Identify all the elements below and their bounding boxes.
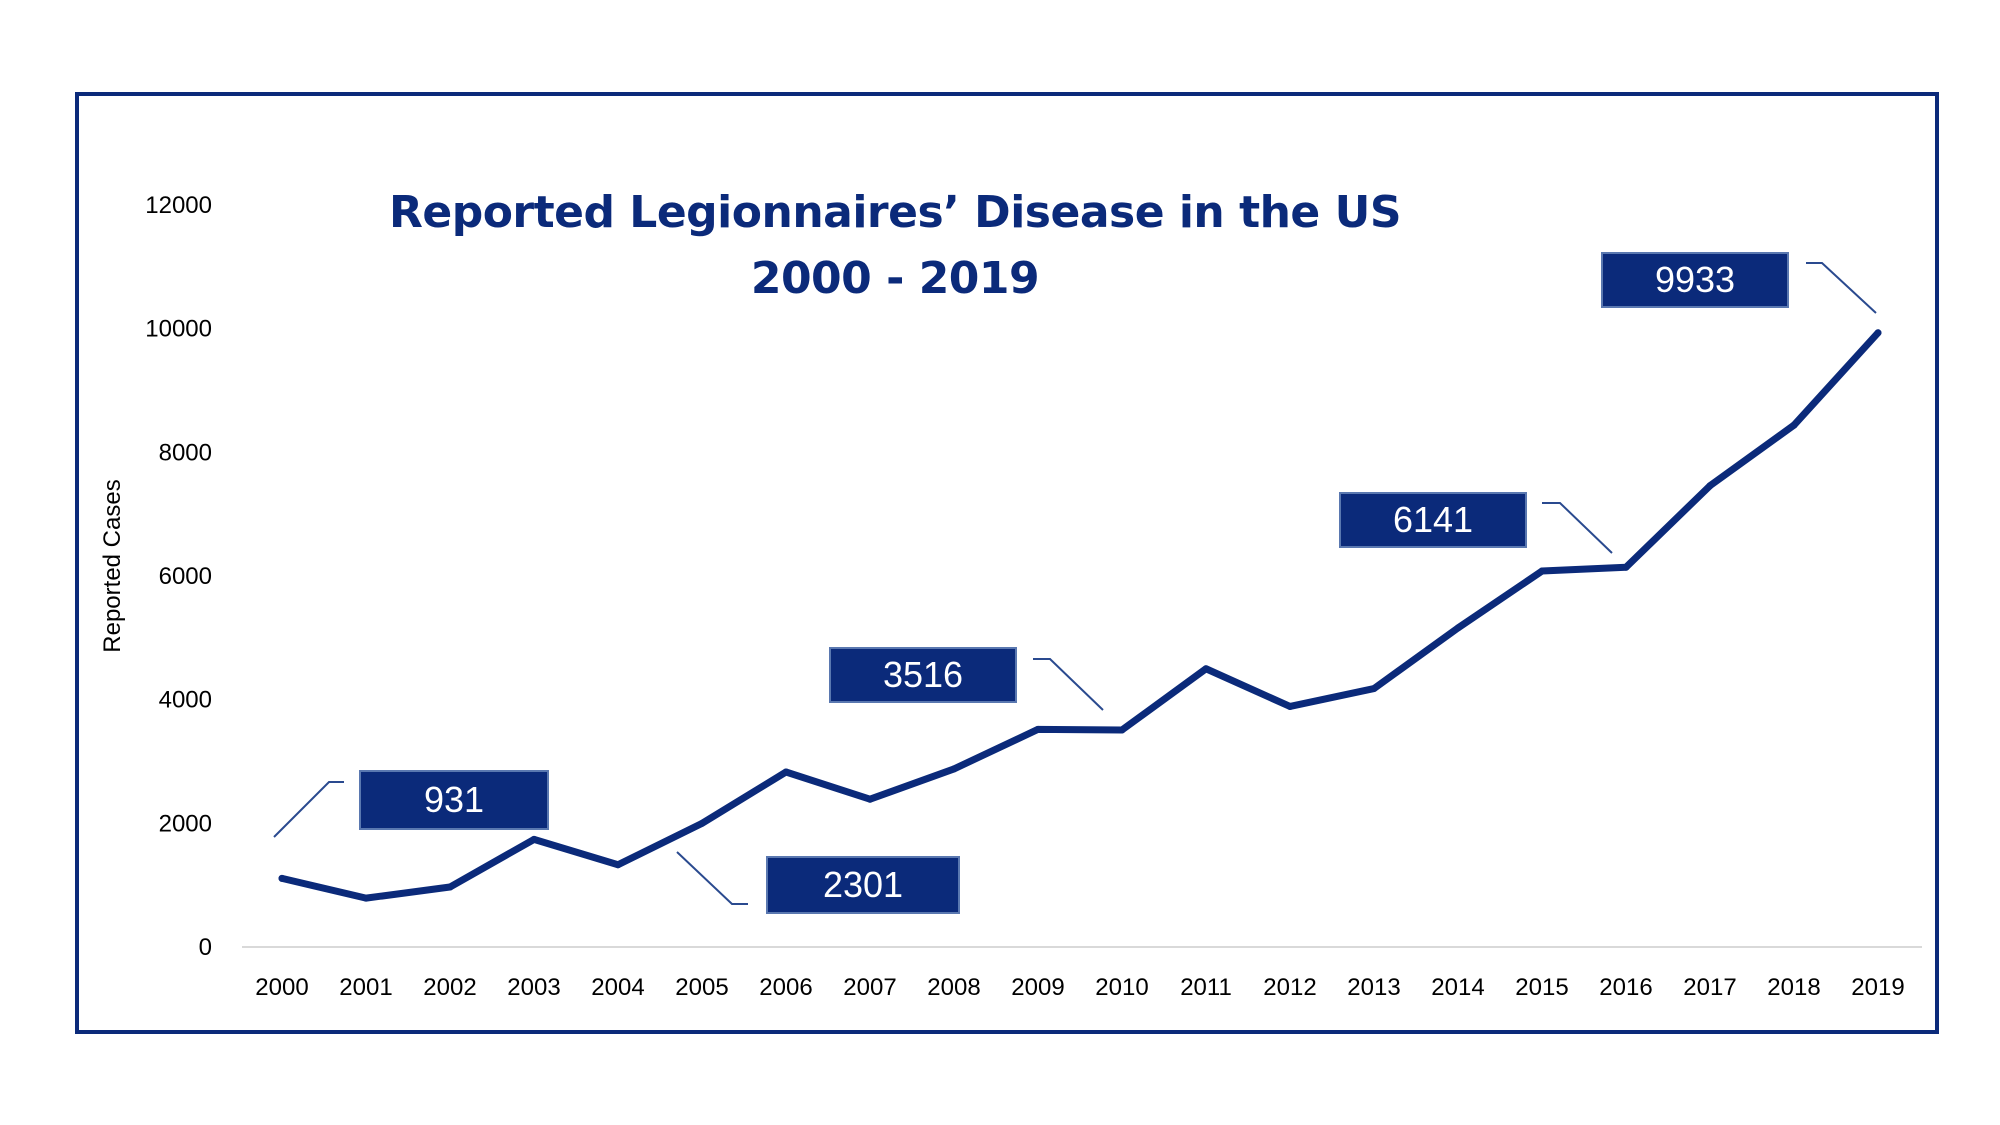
callout-leader [273,781,344,838]
callout-leader [1033,658,1104,711]
x-tick-label: 2011 [1180,974,1232,1001]
y-tick-label: 8000 [159,439,212,466]
y-tick-label: 6000 [159,563,212,590]
y-tick-label: 12000 [145,192,212,219]
callout-label: 3516 [883,654,963,695]
data-point [614,861,622,869]
callout-leader [1806,262,1877,314]
x-tick-label: 2008 [927,974,980,1001]
data-point [1286,702,1294,710]
series-line [278,329,1882,902]
callout-leader [1542,502,1613,554]
data-point [950,765,958,773]
x-tick-label: 2015 [1515,974,1568,1001]
callout-box [829,647,1017,703]
x-tick-label: 2018 [1767,974,1820,1001]
data-point [1706,482,1714,490]
chart-title: Reported Legionnaires’ Disease in the US [388,187,1402,238]
data-point [782,768,790,776]
y-axis-label: Reported Cases [99,479,126,652]
data-point [1874,329,1882,337]
chart-subtitle: 2000 - 2019 [750,253,1040,304]
y-axis-ticks: 0 2000 4000 6000 8000 10000 12000 [145,192,212,961]
data-point [698,819,706,827]
data-point [1118,726,1126,734]
callout-box [359,770,549,830]
x-tick-label: 2000 [255,974,308,1001]
data-point [1202,665,1210,673]
callout-label: 931 [424,779,484,820]
x-tick-label: 2016 [1599,974,1652,1001]
data-point [278,874,286,882]
y-tick-label: 10000 [145,316,212,343]
callout-box [1339,492,1527,548]
y-tick-label: 4000 [159,687,212,714]
series-group [278,329,1882,902]
data-point [1790,421,1798,429]
data-point [362,894,370,902]
callout-label: 6141 [1393,499,1473,540]
data-point [1622,563,1630,571]
y-tick-label: 2000 [159,810,212,837]
x-tick-label: 2001 [339,974,392,1001]
callout-label: 9933 [1655,259,1735,300]
data-point [530,835,538,843]
x-axis-ticks: 2000 2001 2002 2003 2004 2005 2006 2007 2008 2009… [255,974,1904,1001]
x-tick-label: 2012 [1263,974,1316,1001]
x-tick-label: 2006 [759,974,812,1001]
x-tick-label: 2002 [423,974,476,1001]
data-point [1538,567,1546,575]
callout-box [1601,252,1789,308]
data-point [446,883,454,891]
callout-label: 2301 [823,864,903,905]
x-tick-label: 2019 [1851,974,1904,1001]
x-tick-label: 2013 [1347,974,1400,1001]
x-tick-label: 2009 [1011,974,1064,1001]
y-tick-label: 0 [199,934,212,961]
callouts: 931 2301 3516 6141 9933 [273,252,1877,914]
chart-title-block: Reported Legionnaires’ Disease in the US… [330,180,1460,312]
x-tick-label: 2003 [507,974,560,1001]
x-tick-label: 2017 [1683,974,1736,1001]
callout-leader [676,851,748,905]
data-point [1370,685,1378,693]
x-tick-label: 2010 [1095,974,1148,1001]
x-tick-label: 2005 [675,974,728,1001]
data-point [866,795,874,803]
x-tick-label: 2007 [843,974,896,1001]
data-point [1454,624,1462,632]
callout-box [766,856,960,914]
x-tick-label: 2014 [1431,974,1484,1001]
x-tick-label: 2004 [591,974,644,1001]
data-point [1034,725,1042,733]
